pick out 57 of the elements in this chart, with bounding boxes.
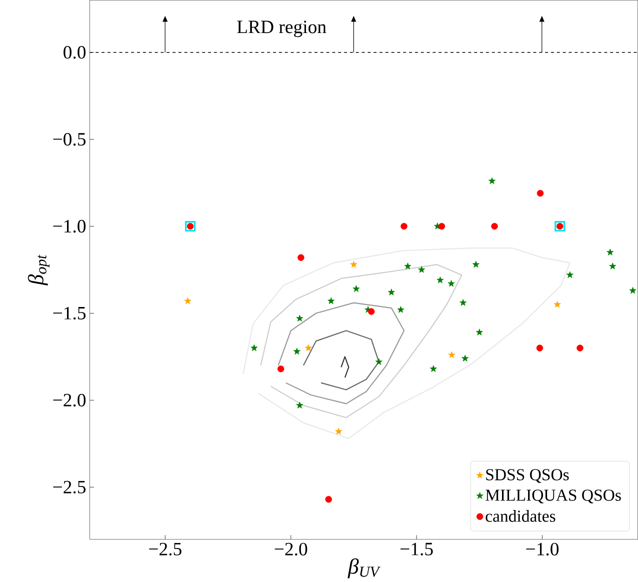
point	[375, 358, 382, 366]
y-tick-label: −2.5	[53, 481, 86, 494]
point	[554, 301, 561, 308]
point	[296, 402, 304, 409]
x-tick-label: −2.0	[274, 543, 308, 556]
point	[448, 352, 456, 358]
point	[491, 223, 498, 230]
point	[277, 366, 284, 372]
point	[462, 355, 469, 362]
y-tick-label: −2.0	[53, 394, 86, 407]
point	[430, 365, 437, 372]
point	[293, 348, 300, 355]
legend-label: candidates	[486, 510, 556, 522]
point	[609, 262, 616, 270]
point	[350, 261, 358, 268]
point	[448, 280, 455, 287]
point	[606, 248, 614, 256]
y-tick-label: −0.5	[53, 133, 86, 146]
legend-label: SDSS QSOs	[486, 469, 569, 484]
line-series	[260, 264, 462, 418]
point	[335, 428, 342, 435]
point	[566, 272, 574, 278]
point	[438, 223, 446, 230]
y-tick-label: −1.0	[53, 220, 86, 233]
point	[397, 306, 404, 314]
point	[436, 276, 444, 284]
y-tick-label: 0.0	[64, 46, 86, 59]
point	[400, 223, 408, 230]
point	[368, 308, 375, 316]
point	[298, 254, 304, 262]
line-series	[278, 302, 405, 404]
point	[472, 261, 480, 268]
legend-label: MILLIQUAS QSOs	[486, 490, 621, 504]
point	[536, 190, 544, 197]
point	[460, 299, 467, 306]
point	[304, 344, 312, 352]
point	[576, 344, 584, 352]
annotation: LRD region	[237, 20, 326, 38]
point	[250, 344, 258, 352]
point	[296, 315, 304, 322]
point	[418, 266, 426, 274]
x-tick-label: −1.5	[400, 543, 433, 556]
point	[536, 344, 544, 352]
y-axis-title: β$_{opt}$	[28, 254, 50, 286]
point	[184, 298, 192, 304]
point	[388, 288, 395, 296]
x-tick-label: −1.0	[526, 543, 559, 556]
y-tick-label: −1.5	[53, 307, 86, 320]
x-axis-title: β$_{UV}$	[348, 558, 380, 578]
point	[404, 262, 412, 270]
point	[325, 496, 332, 503]
point	[488, 178, 496, 184]
point	[328, 298, 335, 304]
line-series	[242, 248, 570, 440]
point	[476, 328, 483, 336]
point	[352, 285, 360, 292]
x-tick-label: −2.5	[149, 543, 182, 556]
